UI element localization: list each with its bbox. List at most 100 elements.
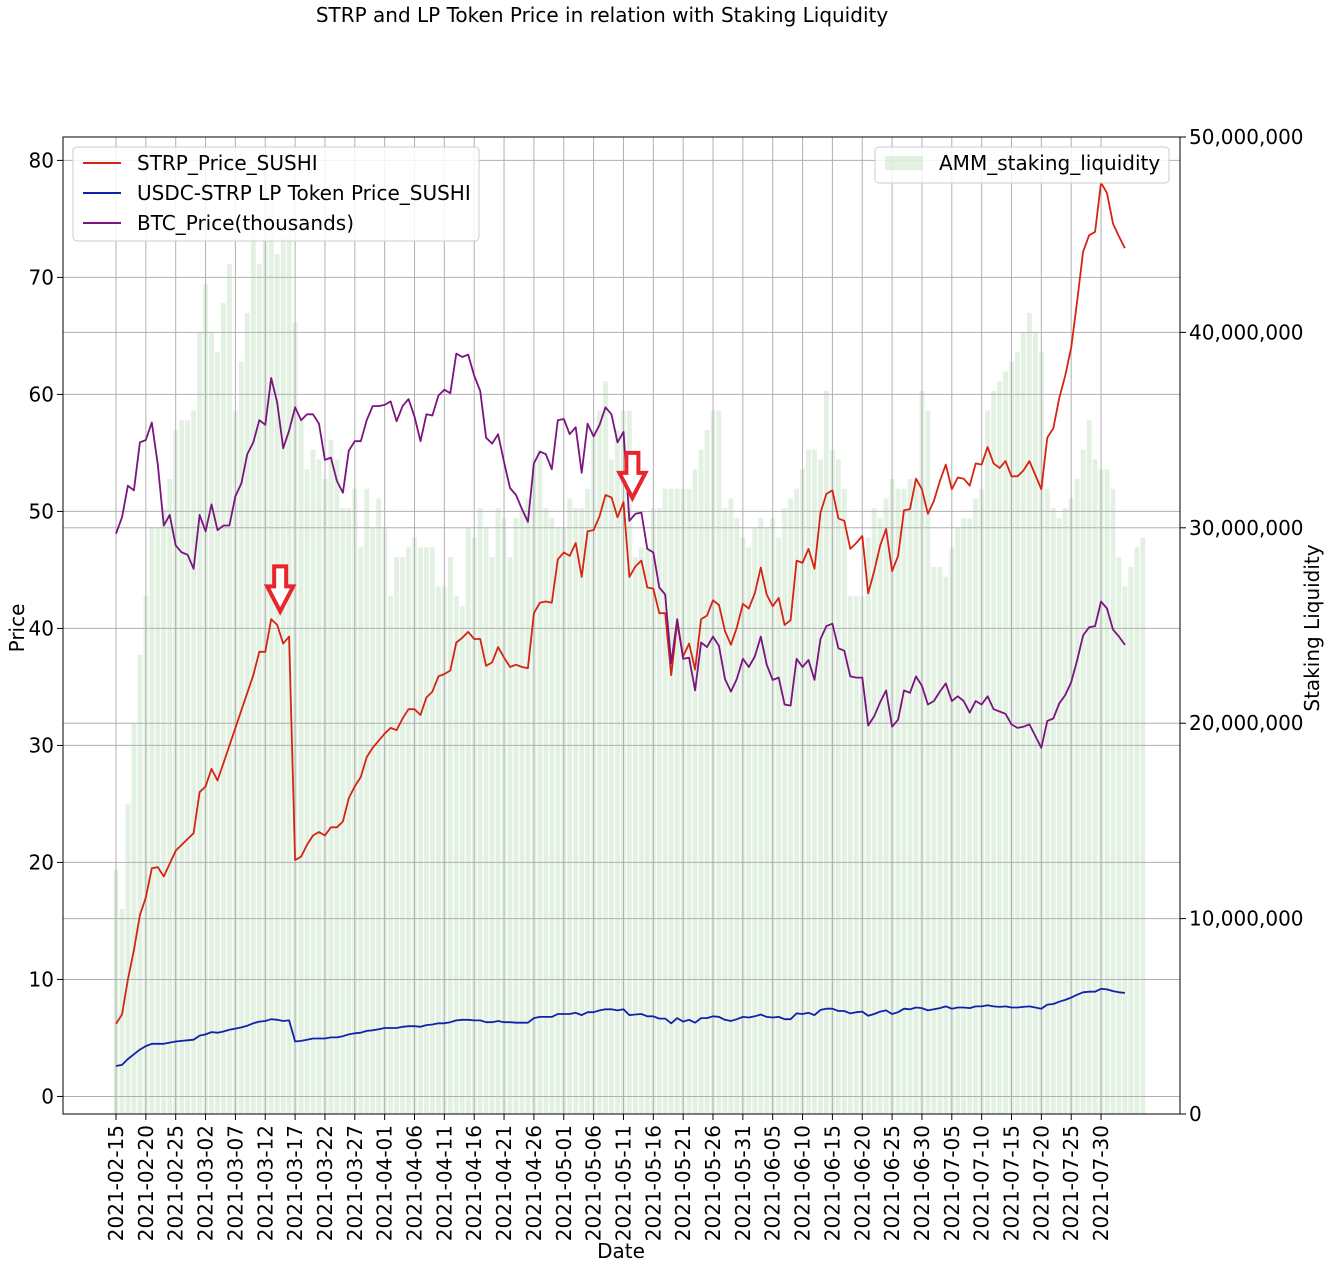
liquidity-bar (883, 498, 889, 1114)
x-tick-label: 2021-04-11 (432, 1125, 456, 1241)
liquidity-bar (567, 498, 573, 1114)
liquidity-bar (853, 596, 859, 1114)
liquidity-bar (913, 478, 919, 1114)
liquidity-bar (841, 488, 847, 1115)
liquidity-bar (1140, 537, 1146, 1114)
liquidity-bar (985, 410, 991, 1114)
liquidity-bar (662, 488, 668, 1115)
liquidity-bar (573, 508, 579, 1114)
liquidity-bar (943, 576, 949, 1114)
liquidity-bar (1122, 586, 1128, 1114)
liquidity-bar (1003, 371, 1008, 1115)
liquidity-bar (465, 527, 471, 1114)
arrow-annotation (263, 564, 297, 616)
liquidity-bar (746, 547, 752, 1114)
liquidity-bar (716, 410, 722, 1114)
liquidity-bar (388, 596, 394, 1114)
liquidity-bar (692, 469, 698, 1114)
x-tick-label: 2021-06-30 (910, 1125, 934, 1241)
liquidity-bar (364, 488, 370, 1115)
liquidity-bar (125, 804, 131, 1114)
liquidity-bar (1116, 557, 1122, 1114)
liquidity-bar (1015, 351, 1020, 1114)
liquidity-bar (1134, 547, 1140, 1114)
liquidity-bar (997, 381, 1002, 1114)
x-tick-label: 2021-07-15 (1000, 1125, 1024, 1241)
liquidity-bar (346, 508, 352, 1114)
liquidity-bar (185, 420, 191, 1115)
series-line (115, 181, 1126, 1025)
liquidity-bar (806, 449, 811, 1114)
x-tick-label: 2021-02-15 (104, 1125, 128, 1241)
x-tick-label: 2021-07-30 (1089, 1125, 1113, 1241)
liquidity-bar (704, 430, 710, 1115)
grid-layer (63, 136, 1180, 1115)
x-tick-label: 2021-04-01 (373, 1125, 397, 1241)
liquidity-bar (274, 254, 280, 1115)
liquidity-bar (698, 449, 704, 1114)
liquidity-bar (310, 449, 316, 1114)
liquidity-bar (877, 518, 883, 1114)
y-tick-label: 80 (29, 148, 54, 172)
liquidity-bar (161, 508, 167, 1114)
annotation-layer (263, 450, 649, 616)
x-tick-label: 2021-06-05 (761, 1125, 785, 1241)
liquidity-bar (543, 508, 549, 1114)
liquidity-bar (585, 488, 591, 1115)
liquidity-bar (656, 508, 662, 1114)
series-line (115, 987, 1125, 1067)
legend-right: AMM_staking_liquidity (874, 146, 1170, 184)
liquidity-bar (376, 498, 382, 1114)
liquidity-bar (937, 566, 943, 1114)
liquidity-bar (579, 508, 585, 1114)
liquidity-bar (238, 361, 244, 1115)
y2-tick-label: 30,000,000 (1189, 516, 1304, 540)
liquidity-bar (847, 596, 853, 1114)
x-tick-label: 2021-06-25 (880, 1125, 904, 1241)
series-line (115, 352, 1126, 749)
y-tick-label: 10 (29, 967, 54, 991)
y-axis-left: 0 10 20 30 40 50 60 70 80 (29, 148, 63, 1108)
y2-tick-label: 50,000,000 (1189, 125, 1304, 149)
liquidity-bar (149, 527, 155, 1114)
liquidity-bar (925, 410, 931, 1114)
liquidity-bar (424, 547, 429, 1114)
liquidity-bar (495, 508, 501, 1114)
x-tick-label: 2021-04-26 (522, 1125, 546, 1241)
y-tick-label: 0 (41, 1084, 54, 1108)
liquidity-bar (227, 264, 232, 1114)
x-tick-label: 2021-03-17 (283, 1125, 307, 1241)
legend-swatch (885, 156, 923, 170)
liquidity-bar (459, 605, 465, 1114)
liquidity-bar (668, 488, 674, 1115)
liquidity-bar (430, 547, 435, 1114)
x-tick-label: 2021-04-06 (403, 1125, 427, 1241)
liquidity-bar (1086, 420, 1092, 1115)
legend-box (874, 146, 1170, 184)
liquidity-bar (244, 312, 250, 1114)
liquidity-bar (1074, 478, 1080, 1114)
y-tick-label: 30 (29, 733, 54, 757)
liquidity-bar (400, 557, 405, 1114)
liquidity-bar (633, 557, 638, 1114)
x-tick-label: 2021-03-12 (253, 1125, 277, 1241)
liquidity-bar (674, 488, 680, 1115)
x-tick-label: 2021-06-10 (791, 1125, 815, 1241)
x-tick-label: 2021-07-05 (940, 1125, 964, 1241)
lines-layer (115, 181, 1126, 1067)
liquidity-bar (686, 488, 692, 1115)
liquidity-bar (597, 410, 602, 1114)
chart-title: STRP and LP Token Price in relation with… (316, 3, 889, 27)
x-tick-label: 2021-05-06 (582, 1125, 606, 1241)
y-tick-label: 20 (29, 850, 54, 874)
x-axis-label: Date (597, 1239, 645, 1263)
y-axis-label: Price (5, 604, 29, 653)
liquidity-bar (555, 527, 561, 1114)
x-tick-label: 2021-05-21 (671, 1125, 695, 1241)
legend-left: STRP_Price_SUSHI USDC-STRP LP Token Price… (72, 146, 480, 242)
liquidity-bar (871, 508, 877, 1114)
x-tick-label: 2021-03-22 (313, 1125, 337, 1241)
liquidity-bar (824, 391, 829, 1114)
liquidity-bar (519, 508, 525, 1114)
liquidity-bar (728, 498, 734, 1114)
